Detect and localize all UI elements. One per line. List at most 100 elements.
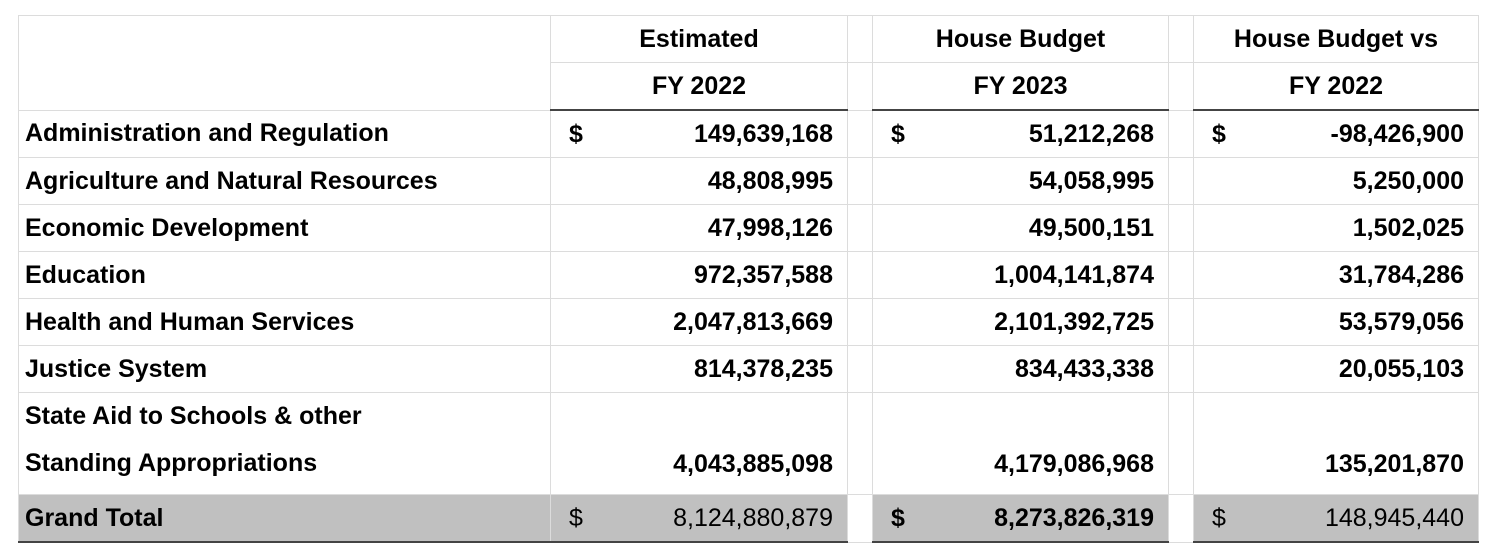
value-wrap: 54,058,995 (891, 167, 1154, 196)
value: 53,579,056 (1338, 307, 1464, 336)
value: 49,500,151 (1028, 213, 1154, 242)
value-wrap: $149,639,168 (569, 120, 833, 149)
column-header: FY 2023 (872, 62, 1169, 111)
spacer (847, 15, 873, 63)
value-wrap: 814,378,235 (569, 355, 833, 384)
spacer (847, 157, 873, 205)
value-cell: 48,808,995 (550, 157, 848, 205)
data-row: Education 972,357,588 1,004,141,874 31,784,… (18, 251, 1479, 299)
value: 1,004,141,874 (994, 260, 1154, 289)
value-cell: 834,433,338 (872, 345, 1169, 393)
value-cell: 4,043,885,098 (550, 392, 848, 495)
value-wrap: 2,101,392,725 (891, 308, 1154, 337)
value-wrap: 1,502,025 (1212, 214, 1464, 243)
row-label: State Aid to Schools & other Standing App… (18, 392, 551, 495)
spacer (1168, 494, 1194, 543)
data-row: State Aid to Schools & other Standing App… (18, 392, 1479, 495)
value: 20,055,103 (1338, 354, 1464, 383)
spacer (1168, 62, 1194, 111)
value-wrap: 972,357,588 (569, 261, 833, 290)
value-cell: 20,055,103 (1193, 345, 1479, 393)
value-wrap: 4,179,086,968 (891, 441, 1154, 488)
spacer (1168, 345, 1194, 393)
spacer (847, 204, 873, 252)
value-cell: 814,378,235 (550, 345, 848, 393)
currency-symbol: $ (1212, 503, 1226, 532)
value: 4,179,086,968 (994, 450, 1154, 478)
value-cell: 47,998,126 (550, 204, 848, 252)
value-cell: 54,058,995 (872, 157, 1169, 205)
spacer (847, 392, 873, 495)
spacer (1168, 298, 1194, 346)
value: 149,639,168 (693, 119, 833, 148)
row-label: Education (18, 251, 551, 299)
spacer (1168, 392, 1194, 495)
value-wrap: 135,201,870 (1212, 441, 1464, 488)
label-line: Justice System (25, 354, 208, 383)
value-wrap: 1,004,141,874 (891, 261, 1154, 290)
column-header: FY 2022 (550, 62, 848, 111)
value: 972,357,588 (693, 260, 833, 289)
value-cell: $8,273,826,319 (872, 494, 1169, 543)
label-line: Education (25, 260, 146, 289)
data-row: Economic Development 47,998,126 49,500,151… (18, 204, 1479, 252)
value-wrap: 53,579,056 (1212, 308, 1464, 337)
value-wrap: 31,784,286 (1212, 261, 1464, 290)
row-label: Administration and Regulation (18, 109, 551, 158)
spacer (847, 298, 873, 346)
data-row: Administration and Regulation $149,639,16… (18, 109, 1479, 158)
value-wrap: $ -98,426,900 (1212, 120, 1464, 149)
row-label: Agriculture and Natural Resources (18, 157, 551, 205)
value-wrap: 2,047,813,669 (569, 308, 833, 337)
value: 2,101,392,725 (994, 307, 1154, 336)
value-cell: 53,579,056 (1193, 298, 1479, 346)
row-label: Justice System (18, 345, 551, 393)
value-wrap: 47,998,126 (569, 214, 833, 243)
value-wrap: $8,124,880,879 (569, 504, 833, 533)
header-row: Estimated House Budget House Budget vs (18, 15, 1479, 111)
value-cell: 49,500,151 (872, 204, 1169, 252)
value: 48,808,995 (707, 166, 833, 195)
value-cell: 31,784,286 (1193, 251, 1479, 299)
value: -98,426,900 (1330, 119, 1464, 148)
value: 4,043,885,098 (673, 450, 833, 478)
label-line: Agriculture and Natural Resources (25, 166, 438, 195)
spacer (847, 494, 873, 543)
budget-table: Estimated House Budget House Budget vs FY 2… (18, 15, 1479, 543)
value: 51,212,268 (1028, 119, 1154, 148)
value-wrap: 834,433,338 (891, 355, 1154, 384)
value: 54,058,995 (1028, 166, 1154, 195)
value-wrap: 20,055,103 (1212, 355, 1464, 384)
row-label: Health and Human Services (18, 298, 551, 346)
spacer (1168, 15, 1194, 63)
value: 8,124,880,879 (673, 503, 833, 532)
value-cell: 1,004,141,874 (872, 251, 1169, 299)
spacer (847, 62, 873, 111)
data-row: Agriculture and Natural Resources 48,808,… (18, 157, 1479, 205)
value: 47,998,126 (707, 213, 833, 242)
value-cell: $149,639,168 (550, 109, 848, 158)
table-body: Estimated House Budget House Budget vs FY 2… (18, 15, 1479, 543)
label-line: Health and Human Services (25, 307, 355, 336)
value-cell: 5,250,000 (1193, 157, 1479, 205)
total-label: Grand Total (18, 494, 551, 543)
column-header: House Budget (872, 15, 1169, 63)
value: 2,047,813,669 (673, 307, 833, 336)
currency-symbol: $ (891, 119, 905, 148)
value-wrap: 4,043,885,098 (569, 441, 833, 488)
value: 8,273,826,319 (994, 503, 1154, 532)
value: 814,378,235 (693, 354, 833, 383)
value-cell: $51,212,268 (872, 109, 1169, 158)
total-row: Grand Total $8,124,880,879 $8,273,826,319 $… (18, 494, 1479, 543)
value-cell: $8,124,880,879 (550, 494, 848, 543)
value-cell: 972,357,588 (550, 251, 848, 299)
value-cell: 4,179,086,968 (872, 392, 1169, 495)
spacer (847, 109, 873, 158)
row-label: Economic Development (18, 204, 551, 252)
value-cell: 2,101,392,725 (872, 298, 1169, 346)
value: 148,945,440 (1324, 503, 1464, 532)
value: 834,433,338 (1014, 354, 1154, 383)
label-line: Administration and Regulation (25, 119, 389, 148)
column-header: House Budget vs (1193, 15, 1479, 63)
